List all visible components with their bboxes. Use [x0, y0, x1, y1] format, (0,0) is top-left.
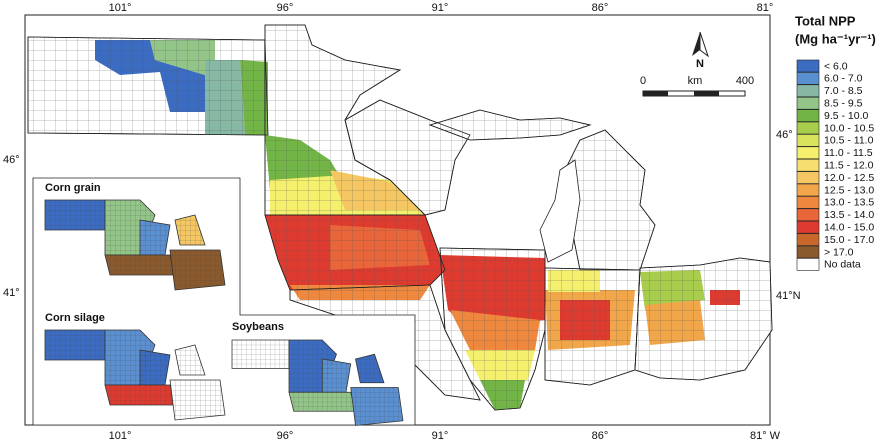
legend-label: 10.5 - 11.0	[824, 135, 874, 147]
legend-label: 12.0 - 12.5	[824, 172, 874, 184]
legend-label: 12.5 - 13.0	[824, 184, 874, 196]
inset-grid	[140, 350, 170, 385]
inset-grid	[322, 359, 351, 393]
inset-grid	[170, 380, 225, 420]
legend-label: 11.0 - 11.5	[824, 147, 873, 159]
legend-swatch	[796, 134, 820, 147]
legend-label: 9.5 - 10.0	[824, 110, 869, 122]
legend-title: Total NPP	[795, 13, 856, 28]
inset-grid	[105, 255, 175, 275]
scale-fill	[643, 91, 719, 96]
legend-swatch	[796, 96, 820, 110]
longitude-label: 81° W	[750, 430, 781, 442]
scale-start: 0	[640, 75, 646, 87]
legend-label: 8.5 - 9.5	[824, 97, 863, 109]
legend-swatch	[796, 109, 820, 122]
inset-grid	[232, 340, 289, 369]
inset-grid	[175, 345, 205, 375]
legend-swatch	[796, 183, 820, 197]
inset-grid	[175, 215, 205, 245]
longitude-label: 96°	[277, 2, 294, 14]
longitude-label: 96°	[277, 430, 294, 442]
inset-grid	[350, 387, 403, 426]
legend-label: 15.0 - 17.0	[824, 234, 874, 246]
inset-map	[231, 339, 404, 426]
legend-swatch	[796, 121, 820, 135]
longitude-label: 101°	[109, 430, 132, 442]
legend-label: 11.5 - 12.0	[824, 159, 874, 171]
legend-label: 13.0 - 13.5	[824, 197, 874, 209]
latitude-label: 46°	[776, 129, 793, 141]
latitude-label: 41°N	[776, 290, 801, 302]
legend-swatch	[796, 72, 820, 85]
scale-unit: km	[688, 75, 703, 87]
legend-label: < 6.0	[824, 60, 848, 72]
county-grid	[289, 284, 481, 401]
legend-swatch	[796, 196, 820, 209]
legend-swatch	[796, 208, 820, 222]
legend-label: 13.5 - 14.0	[824, 209, 874, 221]
inset-grid	[289, 392, 356, 412]
scale-end: 400	[736, 75, 754, 87]
legend: < 6.06.0 - 7.07.0 - 8.58.5 - 9.59.5 - 10…	[796, 59, 874, 271]
north-arrow: N	[692, 31, 709, 70]
inset-grid	[170, 250, 225, 290]
legend-swatch	[796, 171, 820, 184]
longitude-label: 81°	[757, 2, 774, 14]
legend-swatch	[796, 84, 820, 98]
inset-map	[44, 329, 226, 421]
longitude-label: 91°	[432, 2, 449, 14]
county-grid	[264, 214, 446, 291]
legend-label: 14.0 - 15.0	[824, 221, 874, 233]
scale-bar: 0 km 400	[640, 75, 754, 97]
inset-grid	[45, 200, 105, 230]
legend-label: 10.0 - 10.5	[824, 122, 874, 134]
longitude-label: 91°	[432, 430, 449, 442]
county-grid	[544, 267, 641, 386]
county-grid	[27, 36, 269, 136]
legend-label: > 17.0	[824, 246, 854, 258]
latitude-label: 41°	[3, 287, 20, 299]
inset-title: Corn grain	[45, 182, 101, 194]
longitude-label: 86°	[592, 2, 609, 14]
legend-unit: (Mg ha⁻¹yr⁻¹)	[795, 31, 876, 46]
longitude-label: 101°	[109, 2, 132, 14]
legend-swatch	[796, 59, 820, 73]
county-grid	[428, 109, 592, 141]
inset-map	[44, 199, 226, 291]
county-grid	[344, 99, 471, 216]
inset-title: Soybeans	[232, 321, 284, 333]
legend-label: 6.0 - 7.0	[824, 73, 863, 85]
county-grid	[634, 257, 773, 381]
inset-grid	[140, 220, 170, 255]
inset-title: Corn silage	[45, 312, 105, 324]
lake	[539, 159, 581, 263]
legend-label: 7.0 - 8.5	[824, 85, 863, 97]
north-arrow-shape	[699, 31, 709, 58]
legend-label: No data	[824, 259, 861, 271]
legend-swatch	[796, 233, 820, 246]
longitude-label: 86°	[592, 430, 609, 442]
latitude-label: 46°	[3, 154, 20, 166]
insets: Corn grain Corn silage Soybeans	[32, 177, 416, 426]
legend-swatch	[796, 220, 820, 234]
north-label: N	[696, 58, 704, 70]
north-arrow-shape	[692, 32, 700, 56]
legend-swatch	[796, 158, 820, 172]
inset-grid	[45, 330, 105, 360]
legend-swatch	[796, 258, 820, 271]
inset-grid	[105, 385, 175, 405]
legend-swatch	[796, 146, 820, 160]
map-body	[27, 24, 773, 411]
inset-grid	[355, 354, 384, 383]
legend-swatch	[796, 245, 820, 259]
